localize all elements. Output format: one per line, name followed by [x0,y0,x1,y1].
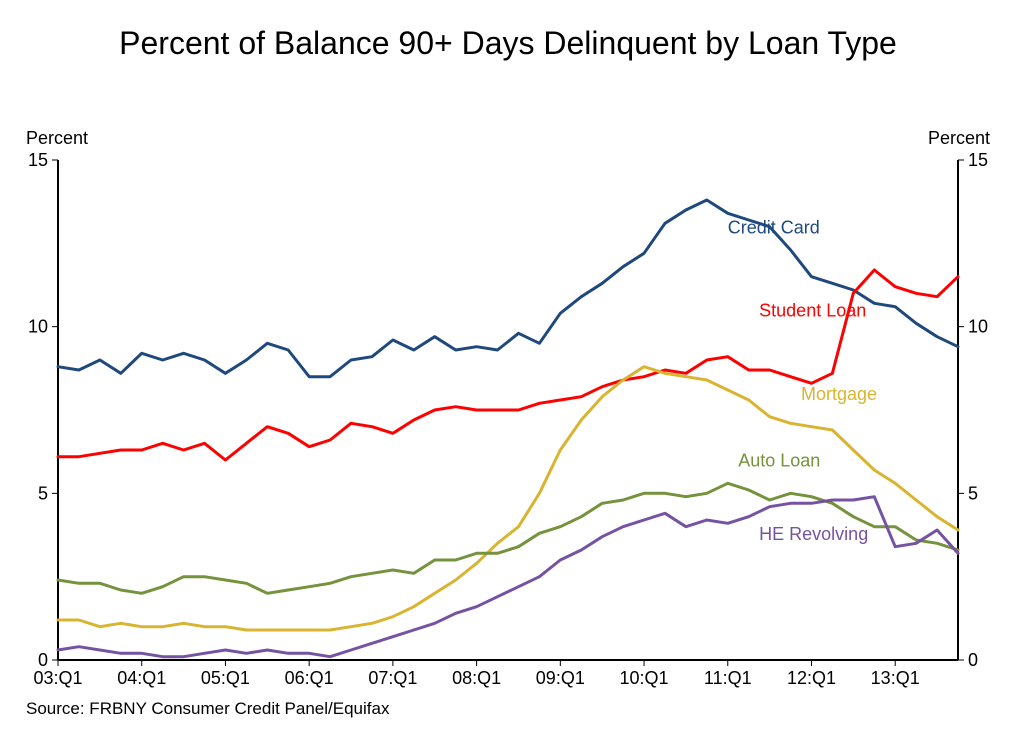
svg-text:5: 5 [968,483,978,503]
svg-text:5: 5 [38,483,48,503]
svg-text:11:Q1: 11:Q1 [704,668,752,688]
svg-text:15: 15 [28,150,48,170]
svg-text:10: 10 [968,317,988,337]
svg-text:07:Q1: 07:Q1 [368,668,417,688]
svg-text:05:Q1: 05:Q1 [201,668,250,688]
chart-source: Source: FRBNY Consumer Credit Panel/Equi… [26,699,389,719]
svg-text:Mortgage: Mortgage [801,384,877,404]
svg-text:15: 15 [968,150,988,170]
delinquency-chart: Percent of Balance 90+ Days Delinquent b… [0,0,1016,741]
svg-text:08:Q1: 08:Q1 [452,668,501,688]
svg-text:Credit Card: Credit Card [728,217,820,237]
svg-text:12:Q1: 12:Q1 [787,668,836,688]
svg-text:0: 0 [968,650,978,670]
svg-text:Student Loan: Student Loan [759,301,866,321]
svg-text:09:Q1: 09:Q1 [536,668,585,688]
svg-text:06:Q1: 06:Q1 [285,668,334,688]
chart-svg: 0 0 5 5 10 10 15 15 03:Q1 04:Q1 05:Q1 06:Q1 07:Q1 08:… [0,0,1016,741]
svg-text:Auto Loan: Auto Loan [738,451,820,471]
svg-text:13:Q1: 13:Q1 [871,668,920,688]
svg-text:HE Revolving: HE Revolving [759,524,868,544]
svg-text:10:Q1: 10:Q1 [620,668,669,688]
svg-text:03:Q1: 03:Q1 [33,668,82,688]
svg-text:04:Q1: 04:Q1 [117,668,166,688]
svg-text:0: 0 [38,650,48,670]
svg-text:10: 10 [28,317,48,337]
